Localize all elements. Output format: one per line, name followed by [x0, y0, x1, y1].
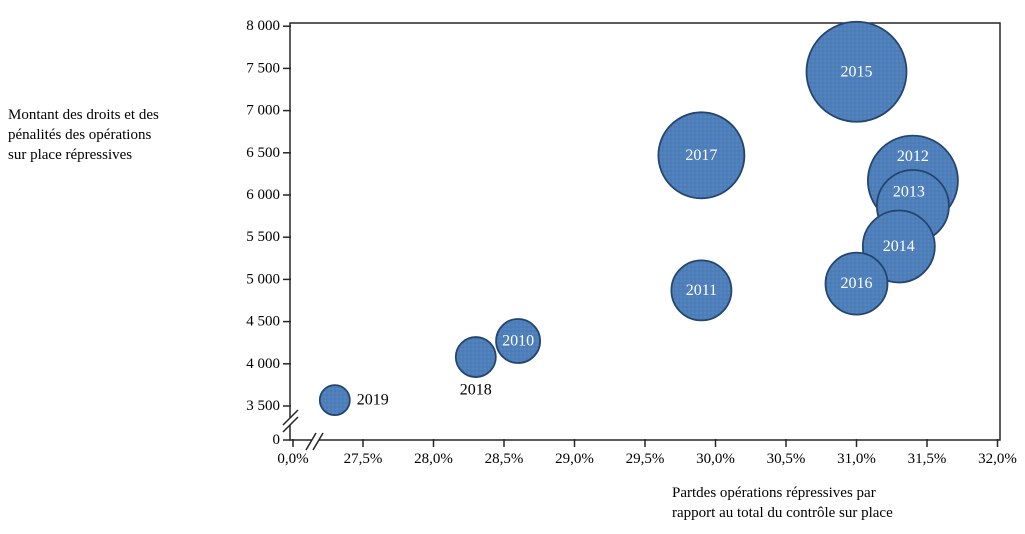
bubble-label-2016: 2016: [841, 275, 873, 292]
y-axis-break-slash: [282, 409, 299, 426]
bubble-label-2013: 2013: [893, 183, 925, 200]
bubbles: [318, 20, 959, 416]
x-tick-label: 0,0%: [277, 451, 308, 467]
bubble-label-2015: 2015: [841, 63, 873, 80]
x-tick-label: 32,0%: [978, 451, 1017, 467]
y-axis-break: [282, 409, 299, 433]
x-axis-break: [305, 432, 324, 451]
x-tick-label: 31,5%: [908, 451, 947, 467]
x-tick-label: 28,0%: [414, 451, 453, 467]
y-tick-label: 4 500: [246, 314, 280, 330]
y-axis-title-line: pénalités des opérations: [8, 127, 152, 143]
y-tick-label: 6 000: [246, 187, 280, 203]
y-tick-label: 5 000: [246, 271, 280, 287]
y-tick-label: 5 500: [246, 229, 280, 245]
bubble-2011: [670, 259, 733, 322]
bubble-2019: [318, 384, 351, 416]
bubble-label-2017: 2017: [685, 147, 717, 164]
y-axis-title-line: Montant des droits et des: [8, 107, 159, 123]
x-axis-break-slash: [305, 432, 317, 451]
bubble-label-2012: 2012: [897, 148, 929, 165]
x-axis-title-line: Partdes opérations répressives par: [672, 485, 876, 501]
y-tick-label: 3 500: [246, 398, 280, 414]
bubble-label-2010: 2010: [502, 333, 534, 350]
bubble-2018: [454, 336, 497, 378]
bubble-label-2011: 2011: [686, 282, 717, 299]
x-axis-break-slash: [312, 432, 324, 451]
y-axis-break-mask: [283, 410, 298, 432]
bubble-2015: [805, 20, 908, 123]
y-axis-break-slash: [282, 416, 299, 433]
y-tick-label: 4 000: [246, 356, 280, 372]
x-tick-label: 29,5%: [626, 451, 665, 467]
x-axis-break-mask: [306, 433, 323, 450]
x-axis-title: Partdes opérations répressives par rappo…: [672, 483, 893, 523]
bubble-2010: [495, 318, 541, 364]
y-axis-title-line: sur place répressives: [8, 147, 133, 163]
bubble-label-2014: 2014: [883, 238, 915, 255]
y-tick-label: 8 000: [246, 18, 280, 34]
x-tick-label: 27,5%: [344, 451, 383, 467]
x-tick-label: 30,0%: [696, 451, 735, 467]
y-tick-label: 7 000: [246, 103, 280, 119]
x-tick-label: 31,0%: [837, 451, 876, 467]
y-tick-label: 6 500: [246, 145, 280, 161]
x-tick-label: 29,0%: [555, 451, 594, 467]
y-tick-label: 0: [273, 432, 281, 448]
x-tick-label: 30,5%: [767, 451, 806, 467]
bubble-2017: [657, 111, 746, 200]
x-axis-ticks: 0,0% 27,5% 28,0% 28,5% 29,0% 29,5% 30,0% 30,5% 3…: [277, 439, 1017, 467]
bubble-label-2018: 2018: [460, 382, 492, 399]
x-tick-label: 28,5%: [485, 451, 524, 467]
bubble-label-2019: 2019: [357, 392, 389, 409]
y-axis-ticks: 0 3 500 4 000 4 500 5 000 5 500 6 000 6 500 7 00…: [246, 18, 291, 448]
y-tick-label: 7 500: [246, 60, 280, 76]
bubble-2016: [824, 251, 889, 316]
y-axis-title: Montant des droits et des pénalités des …: [8, 105, 159, 165]
bubble-labels: 2010 2011 2012 2013 2014 2015 2016 2017 2018 2019: [357, 63, 929, 408]
x-axis-title-line: rapport au total du contrôle sur place: [672, 505, 893, 521]
